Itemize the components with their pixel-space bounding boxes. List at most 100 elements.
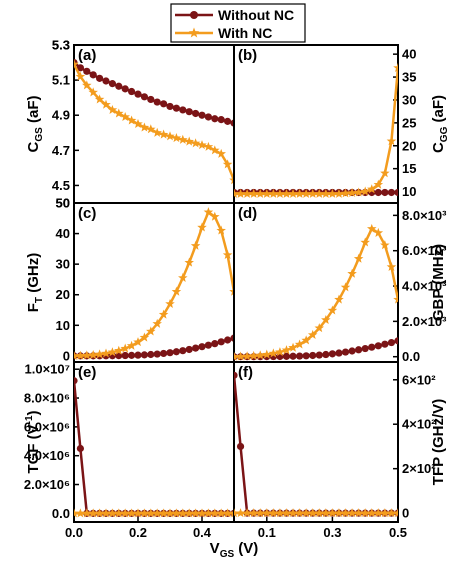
data-point-with-nc [216,508,226,518]
data-point-with-nc [190,240,201,250]
data-point-with-nc [380,508,390,518]
data-point-with-nc [340,282,351,292]
x-tick-label: 0.0 [65,525,83,540]
data-point-with-nc [139,332,150,342]
data-point-without-nc [368,343,376,351]
data-point-without-nc [355,346,363,354]
data-point-with-nc [301,188,311,198]
data-point-without-nc [179,106,187,114]
data-point-with-nc [203,141,214,151]
data-point-with-nc [158,129,169,139]
data-point-with-nc [171,508,182,518]
legend-label-without-nc: Without NC [218,7,294,23]
data-point-with-nc [262,508,272,518]
plot-area [74,207,234,360]
data-point-with-nc [301,508,311,518]
data-point-without-nc [348,347,356,355]
data-point-with-nc [178,508,188,518]
data-point-with-nc [229,175,234,185]
data-point-without-nc [302,352,310,360]
y-axis-label: CGS (aF) [25,96,45,153]
y-tick-label: 4.0×10³ [402,279,447,294]
data-point-without-nc [211,115,219,123]
y-tick-label: 8.0×10⁶ [24,391,70,406]
data-point-without-nc [387,338,396,347]
data-point-without-nc [381,188,389,197]
data-point-with-nc [120,508,130,518]
panel-frame [73,202,235,363]
y-axis-label-unit: (GHz) [25,253,42,297]
data-point-without-nc [289,352,297,360]
data-point-with-nc [281,508,292,518]
data-point-with-nc [353,253,364,263]
plot-area [234,371,398,518]
y-tick-label: 2×10² [402,461,436,476]
data-point-with-nc [216,225,226,235]
x-axis-label-text: VGS (V) [210,540,259,560]
data-point-with-nc [101,348,111,358]
data-point-with-nc [184,257,194,267]
data-point-with-nc [210,508,220,518]
y-tick-label: 30 [56,257,70,272]
panel-frame [73,361,235,523]
x-tick-label: 0.5 [389,525,407,540]
plot-area [74,58,234,185]
series-line-without-nc [74,380,234,515]
data-point-without-nc [89,71,97,79]
data-point-with-nc [139,508,150,518]
data-point-with-nc [126,115,137,125]
data-point-without-nc [309,351,317,360]
panel-frame [233,44,399,204]
series-line-with-nc [74,210,234,358]
series-line-with-nc [234,67,398,196]
y-axis-label-sub: GG [439,126,450,142]
panel-c: (c) 0 10 20 30 40 50 FT (GHz) [25,196,235,363]
data-point-with-nc [146,508,156,518]
y-tick-label: 25 [402,115,416,130]
y-axis-label: TFP (GHz/V) [430,399,447,485]
data-point-with-nc [235,508,246,518]
data-point-with-nc [139,122,150,132]
data-point-with-nc [126,508,137,518]
data-point-with-nc [184,136,194,146]
panel-label: (e) [78,364,96,381]
y-tick-label: 0.0 [402,349,420,364]
data-point-with-nc [321,508,331,518]
data-point-with-nc [288,508,298,518]
data-point-without-nc [198,343,206,351]
data-point-with-nc [74,59,79,69]
y-axis-label-sub: T [34,297,45,303]
legend-label-with-nc: With NC [218,25,272,41]
panel-frame [233,361,399,523]
data-point-with-nc [107,347,118,357]
y-tick-label: 4.9 [52,108,70,123]
data-point-with-nc [235,188,246,198]
data-point-with-nc [294,188,305,198]
data-point-without-nc [394,188,398,197]
data-point-with-nc [152,127,162,137]
x-tick-label: 0.4 [193,525,212,540]
data-point-with-nc [158,309,169,319]
data-point-without-nc [322,350,330,359]
data-point-with-nc [327,188,338,198]
data-point-without-nc [160,349,168,358]
data-point-without-nc [192,344,200,352]
panel-label: (d) [238,205,257,222]
data-point-with-nc [353,187,364,197]
data-point-without-nc [166,349,174,357]
data-point-without-nc [217,116,225,124]
data-point-without-nc [115,352,123,360]
data-point-with-nc [126,340,137,350]
data-point-with-nc [114,345,124,355]
y-tick-label: 4.0×10⁶ [24,448,70,463]
panel-d: (d) 0.0 2.0×10³ 4.0×10³ 6.0×10³ 8.0×10³ GBP (M… [233,202,447,364]
data-point-without-nc [282,352,291,360]
data-point-with-nc [386,136,397,146]
data-point-with-nc [171,133,182,143]
data-point-without-nc [217,338,225,346]
y-tick-label: 0.0 [52,506,70,521]
y-tick-label: 4.5 [52,178,70,193]
data-point-with-nc [158,508,169,518]
data-point-with-nc [340,508,351,518]
data-point-with-nc [321,188,331,198]
